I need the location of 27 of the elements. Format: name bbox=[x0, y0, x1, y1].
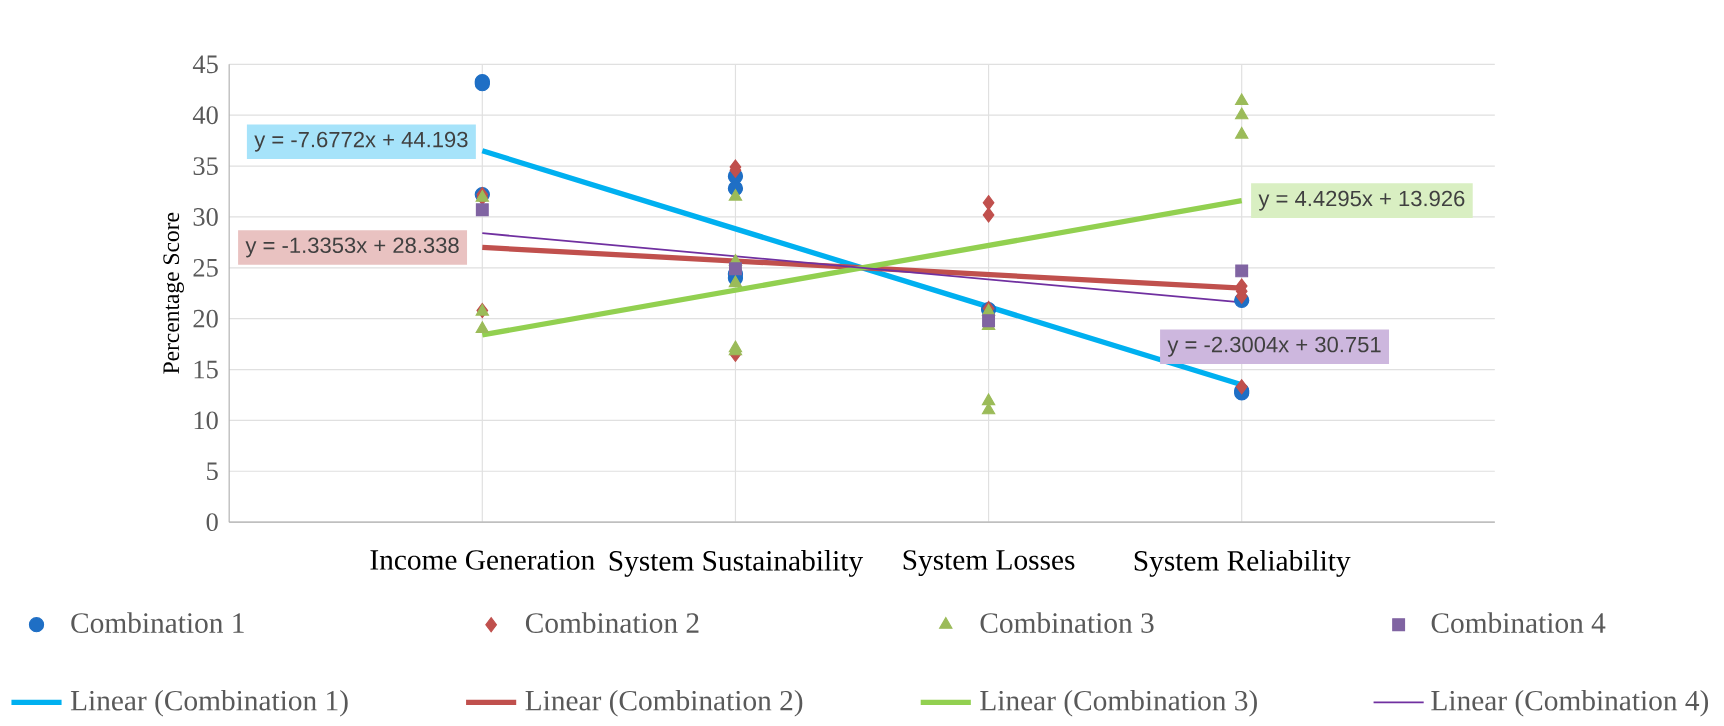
legend-label: Combination 3 bbox=[980, 612, 1154, 633]
annotation: y = -1.3353x + 28.338 bbox=[245, 237, 459, 258]
legend-label: Combination 4 bbox=[1431, 612, 1606, 633]
y-tick-label: 45 bbox=[192, 55, 218, 73]
y-tick-label: 15 bbox=[194, 360, 218, 379]
legend-label: Linear (Combination 2) bbox=[525, 689, 803, 717]
y-tick-label: 0 bbox=[206, 513, 218, 531]
x-tick-label: System Reliability bbox=[1134, 549, 1351, 577]
y-axis-title: Percentage Score bbox=[163, 212, 184, 374]
annotation: y = 4.4295x + 13.926 bbox=[1258, 190, 1465, 211]
annotation: y = -7.6772x + 44.193 bbox=[254, 131, 468, 152]
y-tick-label: 20 bbox=[193, 309, 218, 328]
y-tick-label: 40 bbox=[192, 106, 218, 124]
y-tick-label: 5 bbox=[207, 462, 218, 480]
x-tick-label: System Sustainability bbox=[609, 549, 864, 577]
y-tick-label: 10 bbox=[194, 411, 218, 430]
y-tick-label: 25 bbox=[193, 258, 218, 277]
legend-label: Combination 2 bbox=[525, 612, 699, 633]
legend-label: Linear (Combination 1) bbox=[70, 689, 348, 717]
annotation: y = -2.3004x + 30.751 bbox=[1167, 336, 1381, 357]
y-tick-label: 30 bbox=[193, 207, 218, 226]
x-tick-label: Income Generation bbox=[370, 549, 595, 570]
x-tick-label: System Losses bbox=[903, 549, 1075, 576]
legend-label: Combination 1 bbox=[71, 612, 244, 633]
y-tick-label: 35 bbox=[193, 156, 218, 175]
legend-label: Linear (Combination 3) bbox=[980, 689, 1257, 717]
legend-label: Linear (Combination 4) bbox=[1431, 689, 1709, 717]
